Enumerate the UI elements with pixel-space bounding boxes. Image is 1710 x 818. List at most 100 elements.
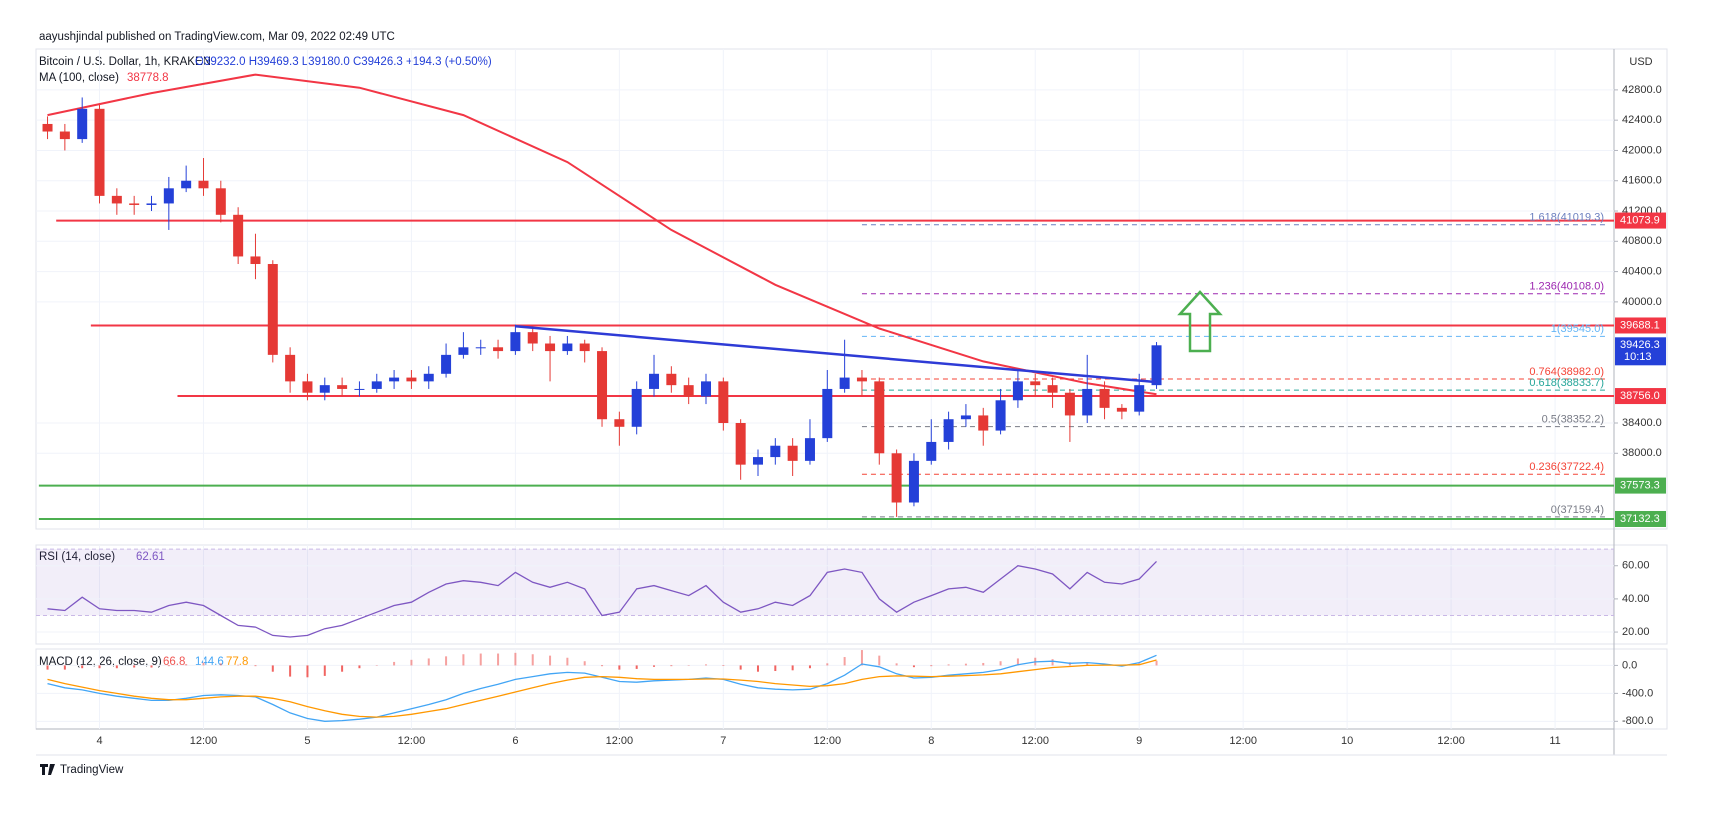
fib-label: 1.236(40108.0) <box>1529 281 1604 293</box>
macd-histogram-bar <box>531 654 534 666</box>
candle-body <box>874 381 885 454</box>
candle-body <box>579 343 590 352</box>
macd-histogram-bar <box>843 657 846 666</box>
macd-histogram-bar <box>912 665 915 668</box>
macd-histogram-bar <box>375 665 378 666</box>
fib-label: 1.618(41019.3) <box>1529 212 1604 224</box>
countdown: 10:13 <box>1624 351 1652 363</box>
candle-body <box>77 108 88 140</box>
x-tick-label: 6 <box>512 735 518 747</box>
price-tag <box>1615 212 1666 229</box>
y-tick-label: 60.00 <box>1622 560 1650 572</box>
candle-body <box>423 373 434 382</box>
footer: TradingView <box>60 764 124 776</box>
macd-histogram-bar <box>185 664 188 666</box>
candle-body <box>1012 381 1023 401</box>
candle-body <box>1047 385 1058 393</box>
candle-body <box>804 438 815 461</box>
price-tag-label: 41073.9 <box>1620 214 1660 226</box>
macd-histogram-bar <box>756 665 759 672</box>
macd-histogram-bar <box>358 665 361 669</box>
candle-body <box>510 332 521 352</box>
macd-line <box>47 654 1157 722</box>
candle-body <box>146 203 157 205</box>
macd-histogram-bar <box>549 655 552 666</box>
candle-body <box>614 419 625 427</box>
candle-body <box>441 354 452 374</box>
candle-body <box>233 214 244 257</box>
candle-body <box>527 332 538 344</box>
macd-histogram-bar <box>947 664 950 666</box>
x-tick-label: 12:00 <box>1021 735 1049 747</box>
macd-histogram-bar <box>323 665 326 676</box>
candle-body <box>1099 388 1110 408</box>
rsi-band <box>36 549 1614 616</box>
rsi-value: 62.61 <box>136 551 165 563</box>
ma-value: 38778.8 <box>127 72 169 84</box>
candle-body <box>839 377 850 389</box>
macd-histogram-bar <box>687 665 690 666</box>
candle-body <box>1116 407 1127 412</box>
candle-body <box>371 381 382 389</box>
macd-histogram-bar <box>895 663 898 666</box>
ma-line <box>47 73 1157 396</box>
candle-body <box>1134 385 1145 412</box>
macd-histogram-bar <box>46 665 49 670</box>
candle-body <box>631 388 642 427</box>
x-tick-label: 10 <box>1341 735 1353 747</box>
macd-histogram-bar <box>583 661 586 666</box>
x-tick-label: 11 <box>1549 735 1560 747</box>
macd-histogram-bar <box>635 665 638 669</box>
macd-histogram-bar <box>254 665 257 667</box>
fib-label: 0.5(38352.2) <box>1542 414 1604 426</box>
macd-value: 144.6 <box>195 656 224 668</box>
candle-body <box>718 381 729 424</box>
macd-histogram-bar <box>167 665 170 667</box>
candle-body <box>475 347 486 349</box>
fib-label: 0.618(38833.7) <box>1529 377 1604 389</box>
candle-body <box>181 180 192 189</box>
price-tag <box>1615 337 1666 366</box>
macd-histogram-bar <box>739 665 742 670</box>
x-tick-label: 8 <box>928 735 934 747</box>
candle-body <box>683 385 694 397</box>
price-tag-label: 39426.3 <box>1620 339 1660 351</box>
candle-body <box>42 123 53 132</box>
published-note: aayushjindal published on TradingView.co… <box>39 31 395 43</box>
price-tag-label: 39688.1 <box>1620 319 1660 331</box>
fib-label: 0.764(38982.0) <box>1529 366 1604 378</box>
x-tick-label: 7 <box>720 735 726 747</box>
macd-histogram-bar <box>878 655 881 666</box>
price-tag-label: 37573.3 <box>1620 480 1660 492</box>
x-tick-label: 4 <box>96 735 102 747</box>
macd-histogram-bar <box>618 665 621 670</box>
signal-value: 77.8 <box>226 656 248 668</box>
candle-body <box>389 377 400 382</box>
macd-histogram-bar <box>653 665 656 667</box>
candle-body <box>198 180 209 189</box>
candle-body <box>337 385 348 389</box>
x-tick-label: 12:00 <box>398 735 426 747</box>
macd-histogram-bar <box>982 662 985 666</box>
y-tick-label: 42400.0 <box>1622 114 1662 126</box>
candle-body <box>250 256 261 265</box>
up-arrow <box>1177 290 1223 353</box>
y-tick-label: 0.0 <box>1622 659 1637 671</box>
macd-histogram-bar <box>566 657 569 666</box>
macd-histogram-bar <box>393 661 396 666</box>
candle-body <box>1030 381 1041 386</box>
y-tick-label: 40800.0 <box>1622 235 1662 247</box>
macd-histogram-bar <box>341 665 344 672</box>
ohlc: O39232.0 H39469.3 L39180.0 C39426.3 +194… <box>195 56 492 68</box>
macd-histogram-bar <box>808 665 811 669</box>
macd-histogram-bar <box>202 662 205 666</box>
x-tick-label: 12:00 <box>190 735 218 747</box>
y-tick-label: 42800.0 <box>1622 84 1662 96</box>
candle-body <box>1151 345 1162 386</box>
candle-body <box>163 188 174 204</box>
fib-label: 0.236(37722.4) <box>1529 461 1604 473</box>
candle-body <box>960 415 971 420</box>
macd-histogram-bar <box>63 665 66 670</box>
macd-histogram-bar <box>289 665 292 677</box>
macd-histogram-bar <box>514 652 517 666</box>
